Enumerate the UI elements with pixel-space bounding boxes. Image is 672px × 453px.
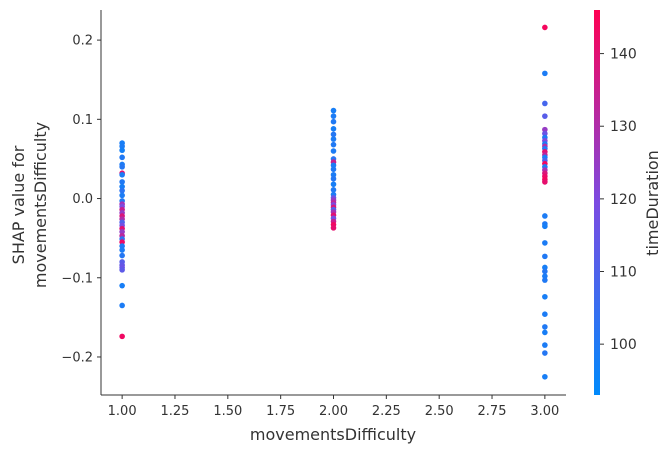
data-point bbox=[330, 118, 337, 125]
data-point bbox=[542, 240, 548, 246]
scatter-points bbox=[119, 24, 548, 380]
data-point bbox=[330, 162, 337, 169]
colorbar-tick-label: 130 bbox=[610, 119, 637, 135]
data-point bbox=[119, 247, 125, 253]
data-point bbox=[119, 183, 125, 190]
data-point bbox=[542, 324, 548, 330]
data-point bbox=[542, 350, 548, 356]
data-point bbox=[330, 136, 337, 142]
x-axis-title: movementsDifficulty bbox=[250, 425, 416, 444]
y-tick-label: 0.0 bbox=[72, 192, 93, 207]
y-tick-label: 0.1 bbox=[72, 113, 93, 128]
data-point bbox=[330, 171, 337, 178]
data-point bbox=[542, 223, 548, 230]
data-point bbox=[330, 175, 337, 182]
data-point bbox=[119, 252, 125, 259]
data-point bbox=[119, 179, 125, 185]
data-point bbox=[330, 113, 337, 119]
data-point bbox=[119, 171, 125, 178]
data-point bbox=[119, 333, 125, 340]
x-tick-label: 1.25 bbox=[161, 404, 190, 419]
colorbar-gradient bbox=[594, 10, 600, 395]
x-tick-label: 2.50 bbox=[425, 404, 454, 419]
data-point bbox=[119, 282, 125, 289]
y-axis-title: SHAP value for movementsDifficulty bbox=[9, 122, 50, 288]
data-point bbox=[542, 113, 548, 119]
colorbar-tick-label: 120 bbox=[610, 192, 637, 208]
data-point bbox=[330, 141, 337, 148]
y-axis-ticks: 0.2 0.1 0.0 −0.1 −0.2 bbox=[61, 34, 101, 365]
data-point bbox=[542, 264, 548, 271]
colorbar-tick-label: 140 bbox=[610, 47, 637, 63]
data-point bbox=[542, 277, 548, 283]
data-point bbox=[119, 267, 125, 273]
data-point bbox=[330, 107, 337, 114]
data-point bbox=[542, 70, 548, 77]
data-point bbox=[542, 213, 548, 219]
data-point bbox=[119, 192, 125, 199]
data-point bbox=[119, 239, 125, 245]
data-point bbox=[119, 302, 125, 309]
data-point bbox=[330, 126, 337, 132]
data-point bbox=[542, 373, 548, 380]
data-point bbox=[119, 229, 125, 235]
y-tick-label: 0.2 bbox=[72, 34, 93, 49]
colorbar-tick-label: 100 bbox=[610, 337, 637, 353]
data-point bbox=[542, 253, 548, 260]
data-point bbox=[119, 143, 125, 150]
colorbar-tick-label: 110 bbox=[610, 265, 637, 281]
data-point bbox=[542, 342, 548, 348]
x-tick-label: 2.25 bbox=[372, 404, 401, 419]
data-point bbox=[542, 268, 548, 275]
plot-area: 1.00 1.25 1.50 1.75 2.00 2.25 2.50 2.75 3.00 0.2… bbox=[61, 10, 566, 419]
y-tick-label: −0.1 bbox=[61, 271, 93, 286]
data-point bbox=[542, 24, 548, 31]
data-point bbox=[542, 311, 548, 317]
colorbar: 140 130 120 110 100 timeDuration bbox=[594, 10, 662, 395]
data-point bbox=[119, 187, 125, 194]
y-tick-label: −0.2 bbox=[61, 350, 93, 365]
x-axis-ticks: 1.00 1.25 1.50 1.75 2.00 2.25 2.50 2.75 3.00 bbox=[108, 395, 559, 419]
colorbar-ticks: 140 130 120 110 100 bbox=[600, 47, 637, 353]
data-point bbox=[542, 100, 548, 107]
data-point bbox=[119, 154, 125, 161]
x-tick-label: 1.50 bbox=[213, 404, 242, 419]
x-tick-label: 1.00 bbox=[108, 404, 137, 419]
data-point bbox=[542, 179, 548, 185]
data-point bbox=[330, 131, 337, 138]
data-point bbox=[330, 166, 337, 173]
x-tick-label: 2.75 bbox=[478, 404, 507, 419]
x-tick-label: 1.75 bbox=[266, 404, 295, 419]
x-tick-label: 3.00 bbox=[530, 404, 559, 419]
data-point bbox=[330, 187, 337, 193]
data-point bbox=[542, 126, 548, 133]
data-point bbox=[119, 164, 125, 170]
data-point bbox=[542, 329, 548, 336]
data-point bbox=[119, 243, 125, 249]
y-axis-title-line-2: movementsDifficulty bbox=[31, 122, 50, 288]
data-point bbox=[542, 293, 548, 300]
data-point bbox=[330, 181, 337, 188]
x-tick-label: 2.00 bbox=[319, 404, 348, 419]
data-point bbox=[330, 225, 337, 231]
data-point bbox=[119, 147, 125, 154]
y-axis-title-line-1: SHAP value for bbox=[9, 145, 28, 264]
data-point bbox=[542, 130, 548, 137]
colorbar-label: timeDuration bbox=[643, 150, 662, 256]
data-point bbox=[330, 148, 337, 154]
data-point bbox=[542, 273, 548, 279]
